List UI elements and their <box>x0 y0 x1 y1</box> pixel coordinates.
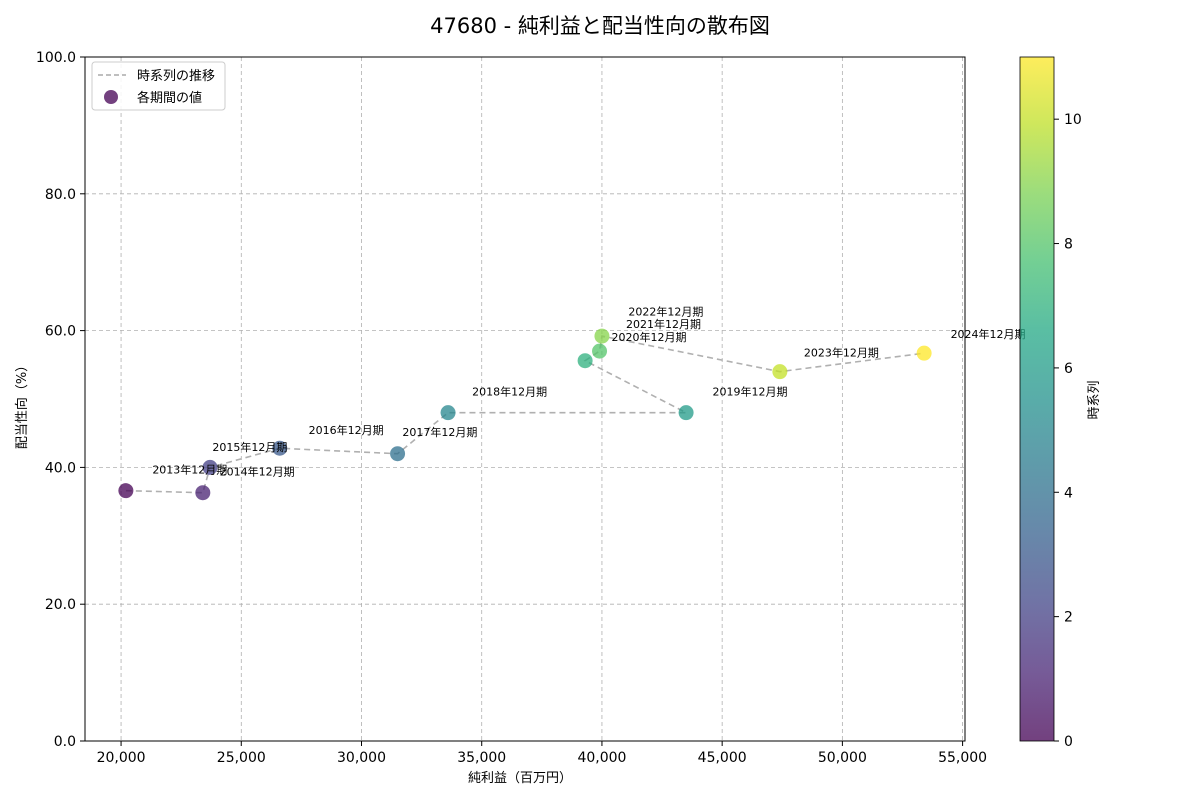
point-annotation: 2015年12月期 <box>212 440 287 454</box>
point-annotation: 2017年12月期 <box>402 425 477 439</box>
data-point <box>272 440 288 456</box>
legend-entry-trend: 時系列の推移 <box>137 69 215 84</box>
point-annotation: 2023年12月期 <box>804 346 879 360</box>
colorbar-tick-label: 10 <box>1064 112 1082 128</box>
data-point <box>118 483 134 499</box>
colorbar-ticks: 0 2 4 6 8 10 <box>1054 112 1082 750</box>
y-tick-label: 60.0 <box>45 324 76 340</box>
x-tick-label: 30,000 <box>337 750 386 766</box>
point-annotation: 2024年12月期 <box>951 327 1026 341</box>
x-tick-label: 25,000 <box>217 750 266 766</box>
x-tick-label: 35,000 <box>457 750 506 766</box>
legend-marker-swatch <box>104 90 118 104</box>
legend-entry-values: 各期間の値 <box>137 90 202 106</box>
legend: 時系列の推移 各期間の値 <box>91 61 226 111</box>
points-layer <box>118 328 932 501</box>
point-annotation: 2022年12月期 <box>628 305 703 319</box>
data-point <box>592 343 608 359</box>
data-point <box>202 459 218 475</box>
x-tick-label: 50,000 <box>818 750 867 766</box>
data-point <box>195 485 211 501</box>
colorbar-tick-label: 4 <box>1064 485 1073 501</box>
y-tick-label: 40.0 <box>45 460 76 476</box>
y-tick-label: 100.0 <box>36 50 76 66</box>
x-tick-label: 40,000 <box>577 750 626 766</box>
trend-line-layer <box>125 335 925 494</box>
point-annotation: 2020年12月期 <box>612 330 687 344</box>
point-annotation: 2016年12月期 <box>309 423 384 437</box>
y-axis-label: 配当性向（%） <box>14 359 30 449</box>
data-point <box>390 446 406 462</box>
point-annotation: 2021年12月期 <box>626 317 701 331</box>
grid <box>85 57 965 741</box>
trend-line <box>125 335 925 494</box>
point-annotation: 2013年12月期 <box>152 463 227 477</box>
data-point <box>772 364 788 380</box>
colorbar-tick-label: 2 <box>1064 610 1073 626</box>
data-point <box>440 405 456 421</box>
x-tick-label: 55,000 <box>938 750 987 766</box>
x-tick-label: 45,000 <box>698 750 747 766</box>
colorbar-tick-label: 6 <box>1064 361 1073 377</box>
point-annotation: 2019年12月期 <box>713 385 788 399</box>
x-tick-label: 20,000 <box>97 750 146 766</box>
colorbar-tick-label: 8 <box>1064 237 1073 253</box>
plot-frame <box>84 56 966 742</box>
y-tick-label: 20.0 <box>45 597 76 613</box>
data-point <box>678 405 694 421</box>
y-tick-label: 80.0 <box>45 187 76 203</box>
y-tick-label: 0.0 <box>54 734 76 750</box>
colorbar-tick-label: 0 <box>1064 734 1073 750</box>
colorbar-label: 時系列 <box>1087 380 1102 419</box>
point-annotation: 2018年12月期 <box>472 385 547 399</box>
chart-title: 47680 - 純利益と配当性向の散布図 <box>430 14 770 38</box>
x-axis-label: 純利益（百万円） <box>468 771 572 786</box>
data-point <box>916 345 932 361</box>
colorbar-gradient <box>1019 56 1055 742</box>
data-point <box>577 353 593 369</box>
colorbar: 0 2 4 6 8 10 時系列 <box>1019 56 1102 750</box>
point-annotation: 2014年12月期 <box>220 465 295 479</box>
data-point <box>594 328 610 344</box>
legend-box <box>91 61 226 111</box>
axes: 20,000 25,000 30,000 35,000 40,000 45,000 50,0… <box>36 50 987 766</box>
